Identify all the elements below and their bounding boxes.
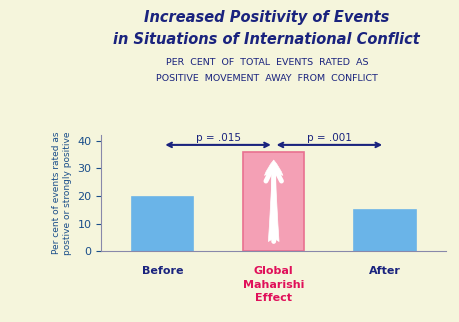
Bar (132, 197, 193, 251)
Y-axis label: Per cent of events rated as
postive or strongly positive: Per cent of events rated as postive or s… (52, 131, 72, 255)
Bar (242, 152, 304, 251)
Text: Increased Positivity of Events: Increased Positivity of Events (144, 10, 389, 25)
Text: Before: Before (141, 266, 183, 276)
Text: After: After (368, 266, 400, 276)
Text: Global
Maharishi
Effect: Global Maharishi Effect (242, 266, 304, 303)
Text: in Situations of International Conflict: in Situations of International Conflict (113, 32, 419, 47)
Text: p = .015: p = .015 (195, 133, 240, 143)
Bar (353, 210, 414, 251)
Text: PER  CENT  OF  TOTAL  EVENTS  RATED  AS: PER CENT OF TOTAL EVENTS RATED AS (165, 58, 367, 67)
Text: p = .001: p = .001 (306, 133, 351, 143)
Text: POSITIVE  MOVEMENT  AWAY  FROM  CONFLICT: POSITIVE MOVEMENT AWAY FROM CONFLICT (156, 74, 377, 83)
